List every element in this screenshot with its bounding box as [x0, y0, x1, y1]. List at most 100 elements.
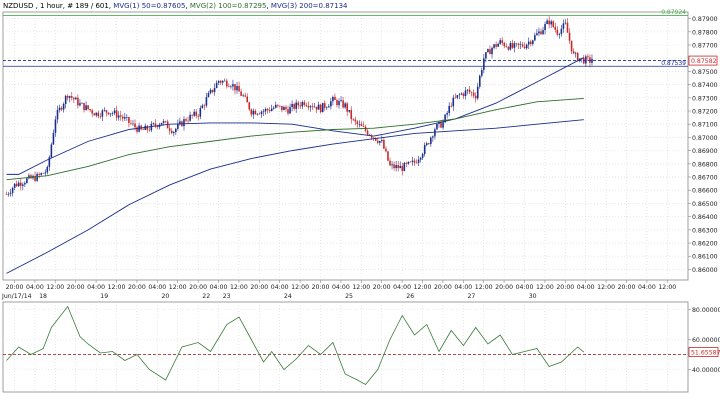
candle-body — [454, 97, 457, 99]
candle-body — [75, 97, 77, 100]
candle-body — [242, 95, 244, 97]
y-tick-label: 0.87200 — [692, 109, 718, 116]
x-time-label: 20:00 — [556, 284, 574, 291]
candle-body — [113, 110, 116, 114]
candle-body — [293, 104, 295, 109]
candle-body — [244, 95, 246, 97]
x-time-label: 12:00 — [169, 284, 187, 291]
candle-body — [201, 105, 204, 109]
x-time-label: 04:00 — [87, 284, 105, 291]
y-tick-label: 0.87500 — [692, 69, 718, 76]
candle-body — [62, 104, 65, 110]
y-tick-label: 0.87100 — [692, 122, 718, 129]
candle-body — [409, 161, 412, 163]
candle-body — [334, 96, 336, 101]
x-time-label: 12:00 — [414, 284, 432, 291]
candle-body — [107, 112, 110, 115]
candle-body — [572, 51, 575, 54]
x-time-label: 04:00 — [332, 284, 350, 291]
candle-body — [223, 80, 226, 82]
candle-body — [254, 110, 257, 115]
price-panel-frame — [2, 11, 689, 281]
candle-body — [238, 85, 240, 92]
y-tick-label: 0.86100 — [692, 254, 718, 261]
candle-body — [291, 104, 293, 108]
candle-body — [130, 122, 132, 124]
candle-body — [381, 140, 383, 142]
x-time-label: 12:00 — [46, 284, 64, 291]
chart-title: NZDUSD , 1 hour, # 189 / 601, MVG(1) 50=… — [3, 2, 348, 10]
rsi-panel-frame — [2, 301, 689, 393]
candle-body — [124, 117, 126, 119]
candle-body — [30, 175, 32, 179]
x-time-label: 20:00 — [6, 284, 24, 291]
candle-body — [160, 122, 163, 125]
candle-body — [374, 137, 377, 141]
candle-body — [295, 102, 297, 109]
candle-body — [317, 104, 320, 110]
candle-body — [58, 107, 61, 110]
candle-body — [546, 20, 548, 24]
candle-body — [121, 116, 124, 119]
title-part: , — [266, 2, 270, 10]
candle-body — [142, 129, 144, 131]
candle-body — [389, 160, 391, 166]
candle-body — [405, 163, 408, 164]
rsi-y-tick-label: 60.00000 — [692, 337, 720, 344]
candle-body — [505, 46, 508, 47]
candle-body — [79, 103, 81, 106]
y-tick-label: 0.86700 — [692, 175, 718, 182]
candle-body — [529, 41, 532, 44]
x-date-label: 25 — [345, 293, 353, 300]
candle-body — [115, 110, 118, 118]
price-level-label: 0.87539 — [661, 60, 686, 67]
candle-body — [24, 183, 26, 185]
candle-body — [156, 125, 159, 128]
candle-body — [548, 20, 550, 25]
title-part: MVG(1) 50=0.87605 — [113, 2, 185, 10]
candle-body — [591, 58, 593, 63]
candle-body — [540, 31, 542, 35]
y-tick-label: 0.87800 — [692, 29, 718, 36]
x-time-label: 20:00 — [189, 284, 207, 291]
candle-body — [148, 129, 151, 131]
candle-body — [354, 119, 357, 122]
candle-body — [299, 105, 302, 107]
candle-body — [478, 75, 481, 87]
x-time-label: 12:00 — [291, 284, 309, 291]
candle-body — [38, 173, 40, 175]
candle-body — [183, 119, 185, 127]
x-time-label: 20:00 — [250, 284, 268, 291]
candle-body — [9, 192, 12, 194]
candle-body — [525, 44, 528, 49]
candle-body — [215, 82, 218, 89]
candle-body — [556, 29, 559, 35]
x-time-label: 20:00 — [312, 284, 330, 291]
candle-body — [144, 125, 147, 130]
candle-body — [564, 22, 567, 24]
candle-body — [283, 107, 285, 111]
candle-body — [101, 110, 104, 117]
candle-body — [399, 165, 402, 169]
y-tick-label: 0.86200 — [692, 241, 718, 248]
rsi-y-tick-label: 40.00000 — [692, 367, 720, 374]
candle-body — [434, 129, 436, 137]
candle-body — [511, 43, 514, 48]
candle-body — [315, 106, 318, 110]
y-tick-label: 0.87400 — [692, 82, 718, 89]
candle-body — [519, 44, 522, 46]
candle-body — [64, 95, 67, 105]
candle-body — [44, 172, 47, 174]
candle-body — [407, 161, 410, 164]
candle-body — [436, 123, 438, 130]
x-date-label: 22 — [202, 293, 210, 300]
candle-body — [219, 80, 222, 83]
candle-body — [166, 121, 169, 129]
x-time-label: 04:00 — [577, 284, 595, 291]
candle-body — [313, 106, 316, 108]
candle-body — [415, 162, 418, 164]
candle-body — [230, 86, 232, 88]
y-tick-label: 0.87000 — [692, 135, 718, 142]
candle-body — [232, 84, 234, 87]
